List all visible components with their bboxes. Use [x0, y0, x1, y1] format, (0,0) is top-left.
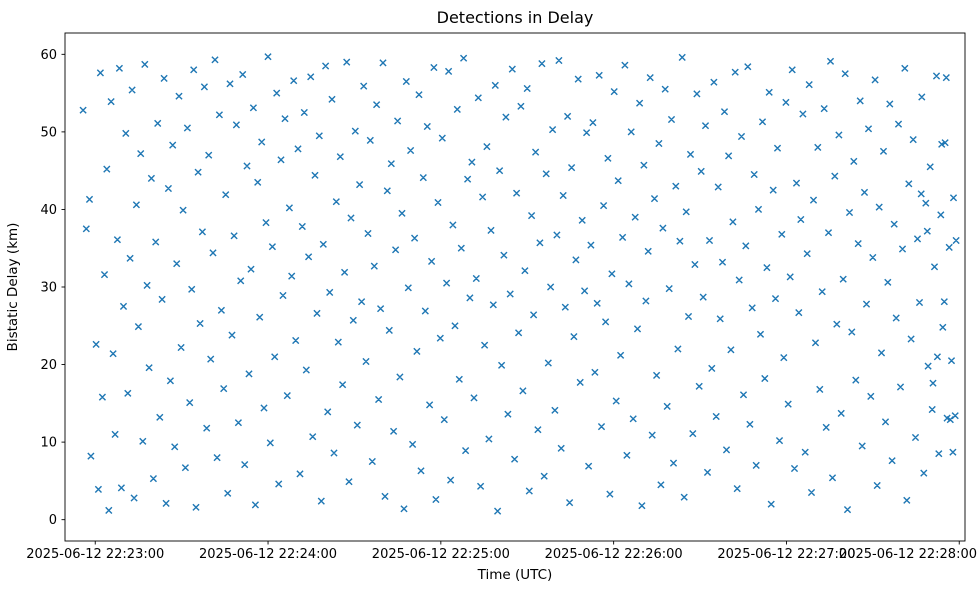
y-tick-label: 0 — [49, 513, 57, 528]
x-tick-label: 2025-06-12 22:24:00 — [199, 547, 337, 562]
y-tick-label: 40 — [40, 203, 57, 218]
y-tick-label: 60 — [40, 48, 57, 63]
y-tick-label: 30 — [40, 281, 57, 296]
chart-title: Detections in Delay — [437, 8, 594, 27]
x-tick-label: 2025-06-12 22:23:00 — [26, 547, 164, 562]
x-axis-label: Time (UTC) — [477, 567, 553, 583]
x-tick-label: 2025-06-12 22:25:00 — [372, 547, 510, 562]
x-tick-label: 2025-06-12 22:28:00 — [839, 547, 977, 562]
plot-border — [64, 32, 966, 542]
y-tick-label: 20 — [40, 358, 57, 373]
scatter-points — [79, 53, 960, 515]
y-tick-label: 10 — [40, 436, 57, 451]
y-tick-label: 50 — [40, 125, 57, 140]
plot-area: 2025-06-12 22:23:00 2025-06-12 22:24:00 20… — [26, 32, 977, 562]
x-tick-label: 2025-06-12 22:27:00 — [717, 547, 855, 562]
x-tick-label: 2025-06-12 22:26:00 — [545, 547, 683, 562]
y-axis-label: Bistatic Delay (km) — [5, 223, 21, 352]
